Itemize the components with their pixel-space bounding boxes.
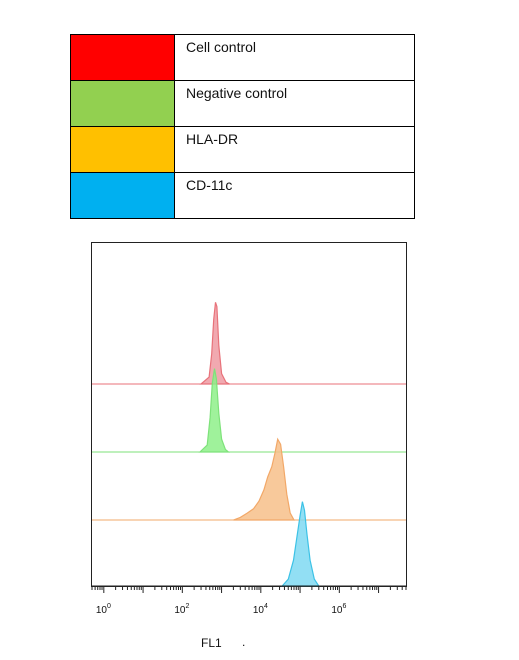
legend-row: HLA-DR [70, 126, 415, 173]
legend-row: CD-11c [70, 172, 415, 219]
x-tick-label: 106 [331, 603, 346, 616]
footer-mark: . [242, 635, 245, 649]
x-axis: 100 102 104 106 [91, 585, 407, 616]
series-area [199, 302, 230, 385]
series-area [233, 437, 296, 521]
plot-frame [91, 242, 407, 587]
legend-row: Negative control [70, 80, 415, 127]
legend-row: Cell control [70, 34, 415, 81]
legend-label: Cell control [174, 34, 415, 81]
series-area [280, 501, 320, 587]
x-tick-label: 102 [174, 603, 189, 616]
legend-swatch [70, 172, 175, 219]
legend-label: CD-11c [174, 172, 415, 219]
x-axis-label: FL1 [201, 636, 222, 650]
series-area [198, 368, 231, 453]
legend-label: HLA-DR [174, 126, 415, 173]
legend-swatch [70, 80, 175, 127]
legend-swatch [70, 34, 175, 81]
legend-label: Negative control [174, 80, 415, 127]
legend-table: Cell control Negative control HLA-DR CD-… [70, 34, 415, 219]
x-tick-label: 100 [96, 603, 111, 616]
x-tick-label: 104 [253, 603, 268, 616]
